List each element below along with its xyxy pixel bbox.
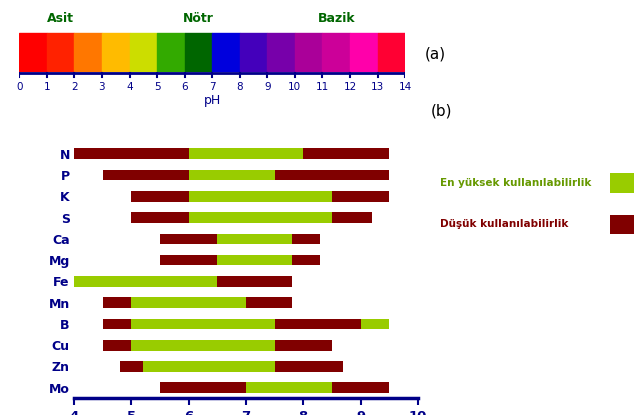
Bar [332, 383, 389, 393]
Bar [292, 255, 320, 266]
Text: (b): (b) [431, 104, 452, 119]
Bar [157, 33, 185, 71]
Bar [361, 319, 389, 329]
Bar [160, 234, 217, 244]
Bar [102, 33, 129, 71]
Bar [47, 33, 75, 71]
Bar [103, 298, 131, 308]
Text: 8: 8 [237, 82, 243, 92]
Bar [275, 170, 389, 181]
Text: 3: 3 [98, 82, 105, 92]
Text: 14: 14 [399, 82, 412, 92]
Bar [188, 170, 275, 181]
Bar [275, 361, 343, 372]
Text: Nötr: Nötr [183, 12, 214, 25]
Text: 0: 0 [16, 82, 23, 92]
Bar [129, 33, 157, 71]
Bar [75, 33, 102, 71]
Text: 7: 7 [209, 82, 215, 92]
Bar [377, 33, 405, 71]
Bar [74, 276, 217, 287]
Bar [217, 276, 292, 287]
Text: 12: 12 [343, 82, 357, 92]
Bar [185, 33, 212, 71]
Bar [217, 234, 292, 244]
Bar [103, 170, 188, 181]
Bar [188, 212, 332, 223]
Text: (a): (a) [424, 46, 446, 61]
Text: 4: 4 [126, 82, 133, 92]
Bar [240, 33, 267, 71]
Bar [131, 319, 275, 329]
Bar [19, 33, 47, 71]
Text: 11: 11 [316, 82, 329, 92]
Bar [131, 191, 188, 202]
Bar [246, 383, 332, 393]
Text: 9: 9 [264, 82, 271, 92]
Text: 1: 1 [44, 82, 50, 92]
Text: En yüksek kullanılabilirlik: En yüksek kullanılabilirlik [440, 178, 592, 188]
Bar [188, 191, 332, 202]
Bar [131, 298, 246, 308]
Bar [275, 319, 361, 329]
Text: Asit: Asit [47, 12, 74, 25]
Bar [74, 149, 188, 159]
Text: 2: 2 [71, 82, 78, 92]
Bar [303, 149, 389, 159]
Text: Bazik: Bazik [318, 12, 355, 25]
Bar [350, 33, 377, 71]
Bar [267, 33, 295, 71]
Bar [332, 212, 372, 223]
Bar [120, 361, 143, 372]
Text: 13: 13 [371, 82, 384, 92]
Bar [131, 340, 275, 351]
Bar [160, 255, 217, 266]
Bar [217, 255, 292, 266]
Text: 10: 10 [288, 82, 302, 92]
Bar [275, 340, 332, 351]
Text: Düşük kullanılabilirlik: Düşük kullanılabilirlik [440, 219, 569, 229]
Bar [143, 361, 275, 372]
Bar [246, 298, 292, 308]
Bar [160, 383, 246, 393]
Bar [212, 33, 240, 71]
Text: 5: 5 [154, 82, 160, 92]
Bar [131, 212, 188, 223]
Text: 6: 6 [181, 82, 188, 92]
Bar [322, 33, 350, 71]
Bar [295, 33, 322, 71]
Bar [188, 149, 303, 159]
Text: pH: pH [204, 95, 221, 107]
Bar [103, 319, 131, 329]
Bar [332, 191, 389, 202]
Bar [103, 340, 131, 351]
Bar [292, 234, 320, 244]
